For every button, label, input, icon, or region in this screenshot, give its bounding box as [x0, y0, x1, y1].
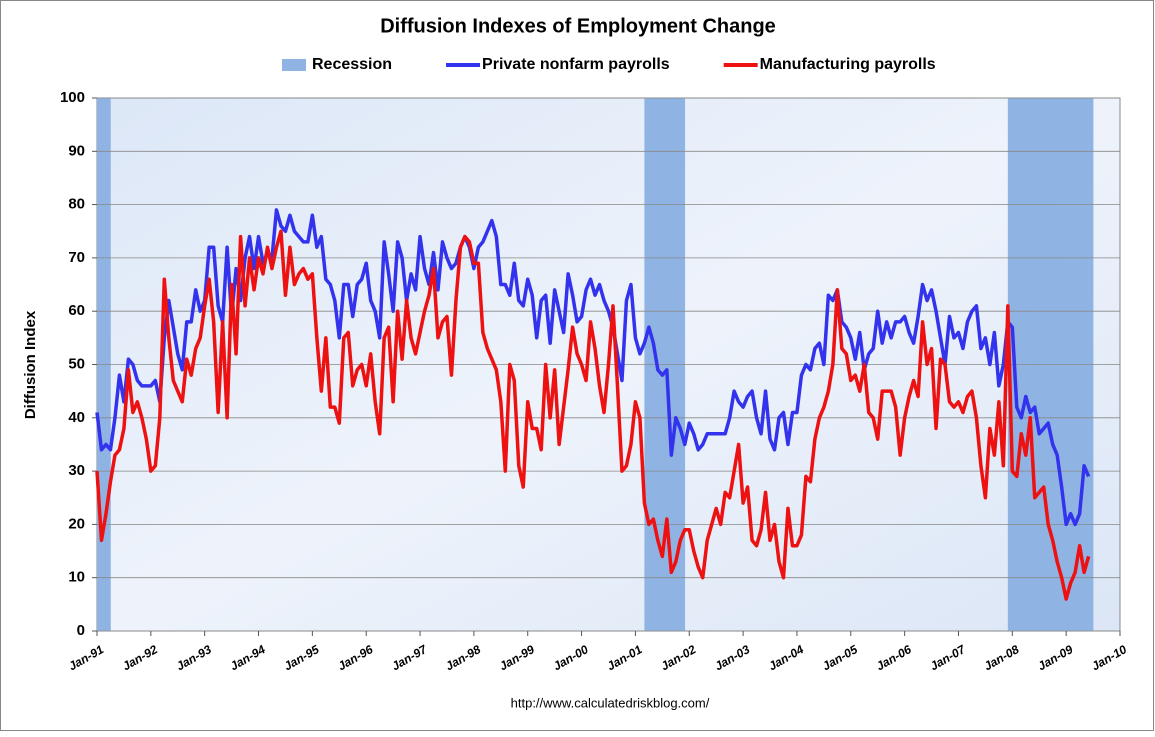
chart-title: Diffusion Indexes of Employment Change [380, 15, 776, 37]
y-tick-label: 100 [60, 89, 85, 106]
series-line [95, 208, 1091, 527]
legend-swatch [282, 59, 306, 71]
y-tick-label: 10 [68, 569, 85, 586]
source: http://www.calculatedriskblog.com/ [511, 695, 710, 710]
y-axis-label: Diffusion Index [22, 310, 39, 419]
y-tick-label: 20 [68, 515, 85, 532]
legend-label: Private nonfarm payrolls [482, 56, 670, 73]
legend-label: Manufacturing payrolls [760, 56, 936, 73]
legend-label: Recession [312, 56, 392, 73]
y-tick-label: 60 [68, 302, 85, 319]
series-line [95, 229, 1091, 601]
y-tick-label: 30 [68, 462, 85, 479]
y-tick-label: 40 [68, 409, 85, 426]
y-tick-label: 90 [68, 142, 85, 159]
y-tick-label: 80 [68, 196, 85, 213]
y-tick-label: 0 [77, 622, 85, 639]
y-tick-label: 50 [68, 355, 85, 372]
y-tick-label: 70 [68, 249, 85, 266]
